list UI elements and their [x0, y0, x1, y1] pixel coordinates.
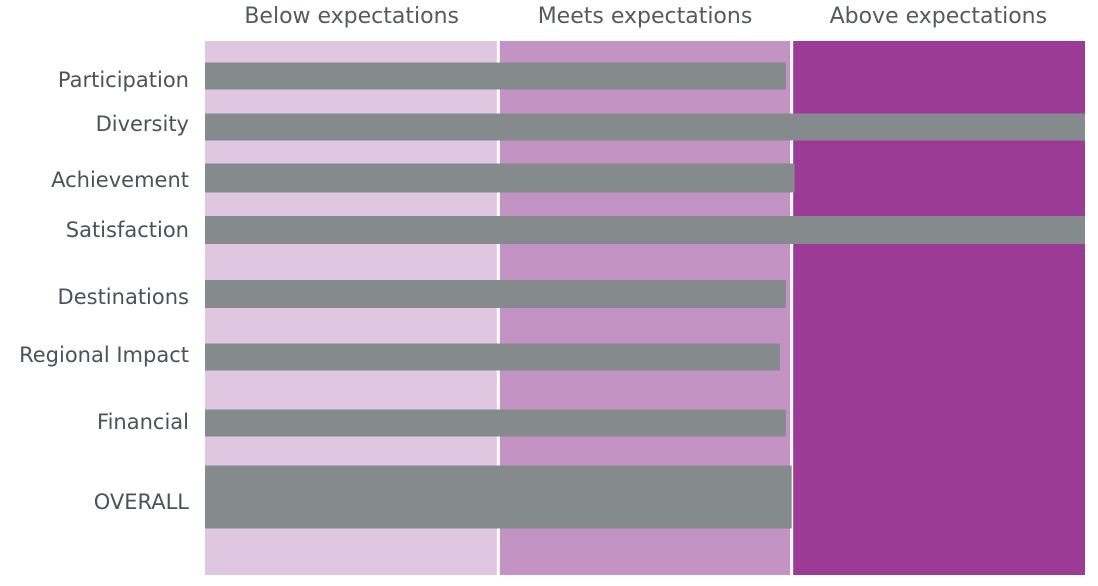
category-label-8: OVERALL [94, 490, 190, 514]
bar-group [205, 62, 1085, 529]
bar-4 [205, 216, 1085, 244]
bar-6 [205, 343, 780, 371]
band-label-2: Meets expectations [538, 4, 753, 29]
bar-8 [205, 465, 792, 529]
bar-2 [205, 113, 1085, 141]
band-label-group: Below expectations Meets expectations Abov… [244, 4, 1047, 29]
category-label-3: Achievement [51, 168, 189, 192]
category-label-4: Satisfaction [66, 218, 189, 242]
bar-1 [205, 62, 786, 90]
bar-3 [205, 163, 795, 193]
category-label-6: Regional Impact [19, 343, 189, 367]
band-label-3: Above expectations [830, 4, 1048, 29]
category-label-7: Financial [97, 410, 189, 434]
category-label-2: Diversity [96, 112, 189, 136]
category-label-1: Participation [58, 68, 189, 92]
bar-7 [205, 409, 786, 437]
category-label-group: Participation Diversity Achievement Satisfa… [19, 68, 189, 514]
band-label-1: Below expectations [244, 4, 459, 29]
bar-5 [205, 280, 786, 308]
category-label-5: Destinations [58, 285, 189, 309]
